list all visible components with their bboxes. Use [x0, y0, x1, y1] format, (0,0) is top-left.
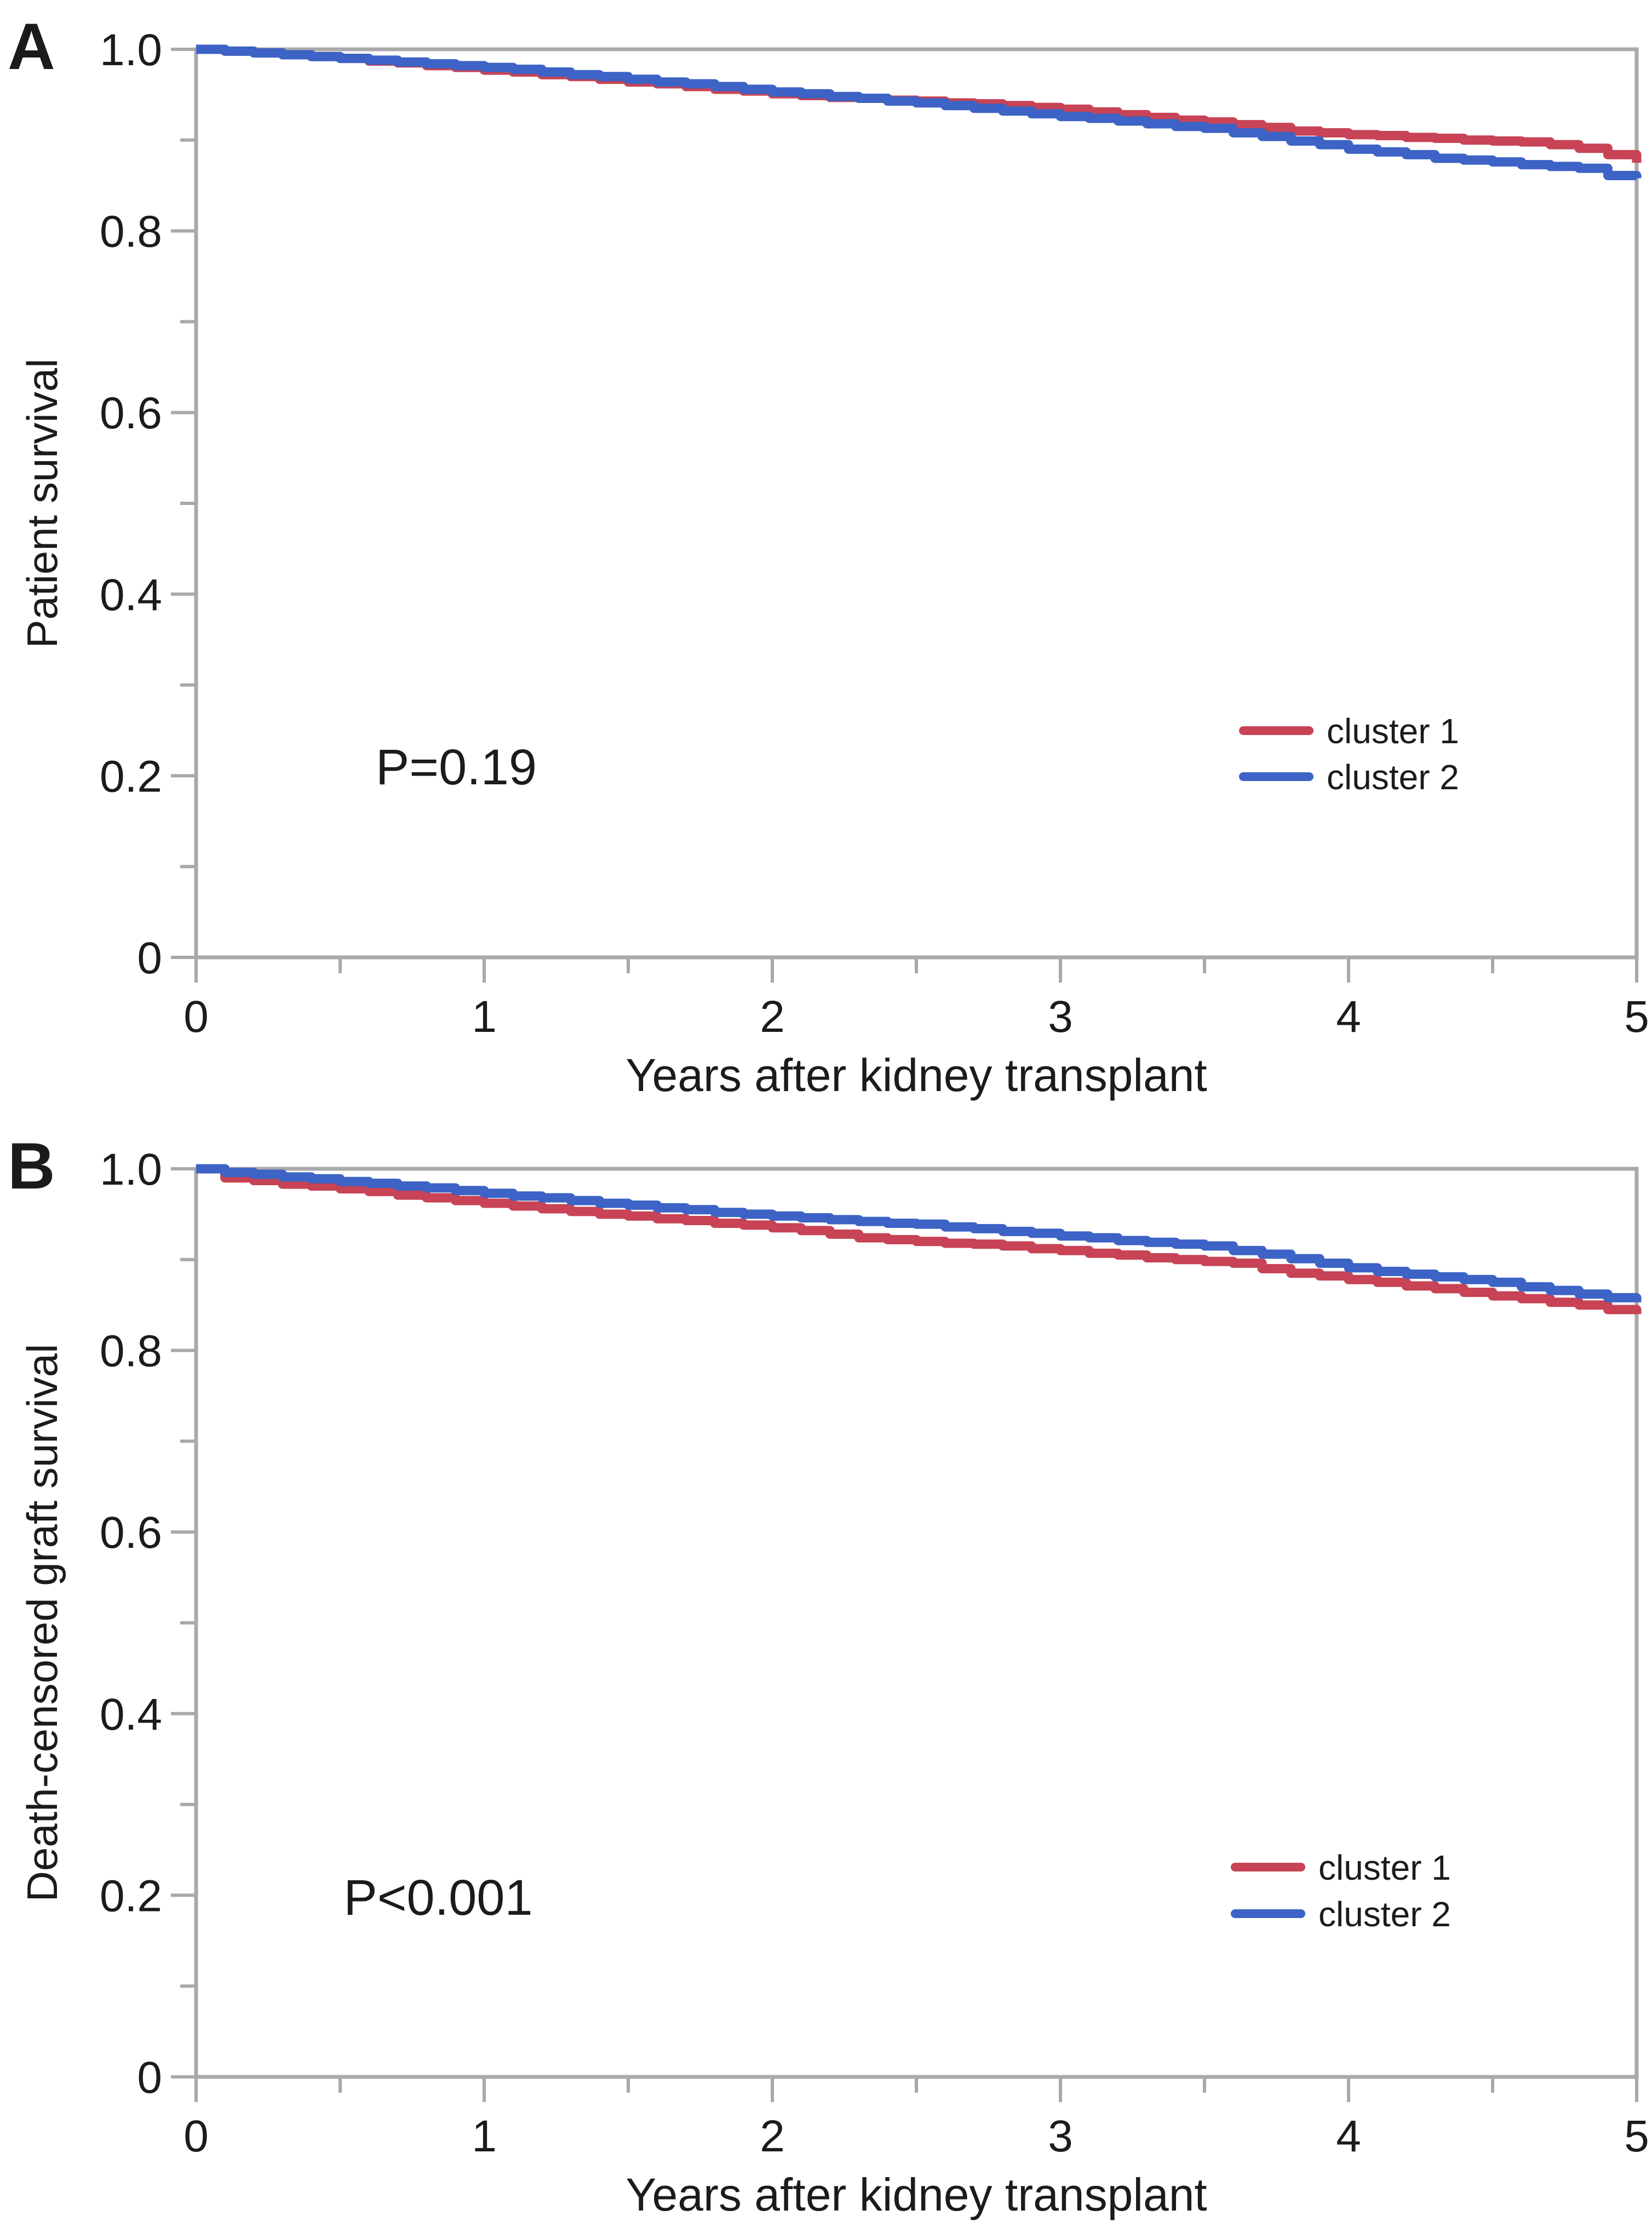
- y-axis-title: Patient survival: [18, 359, 66, 648]
- p-value-text: P=0.19: [376, 739, 537, 795]
- legend-label-cluster-2: cluster 2: [1327, 757, 1459, 797]
- p-value-text: P<0.001: [343, 1870, 532, 1926]
- x-axis-title: Years after kidney transplant: [626, 2169, 1207, 2220]
- y-tick-label: 0: [137, 2053, 162, 2103]
- panel-b-death-censored-graft-survival: 0 0.2 0.4 0.6 0.8 1.0 0 1 2 3 4 5 Years after kidney…: [0, 1120, 1652, 2239]
- y-tick-label: 0.8: [100, 1327, 162, 1376]
- y-tick-label: 0.2: [100, 751, 162, 801]
- y-axis-title: Death-censored graft survival: [18, 1344, 66, 1902]
- plot-frame: [194, 1167, 1639, 2079]
- y-tick-label: 0.2: [100, 1871, 162, 1921]
- y-tick-label: 1.0: [100, 25, 162, 75]
- plot-frame: [194, 47, 1639, 960]
- x-tick-label: 3: [1048, 2111, 1073, 2161]
- x-tick-label: 4: [1336, 992, 1361, 1042]
- x-tick-label: 3: [1048, 992, 1073, 1042]
- y-tick-label: 0.4: [100, 570, 162, 620]
- panel-a-patient-survival: 0 0.2 0.4 0.6 0.8 1.0 0 1 2 3 4 5 Years after kidney…: [8, 10, 1649, 1101]
- y-tick-label: 0.8: [100, 207, 162, 257]
- y-tick-label: 0.4: [100, 1690, 162, 1739]
- curve-cluster-1: [196, 1164, 1642, 1314]
- chart-B: 0 0.2 0.4 0.6 0.8 1.0 0 1 2 3 4 5 Years after kidney…: [8, 1129, 1649, 2220]
- x-tick-label: 1: [472, 992, 497, 1042]
- x-tick-label: 2: [760, 2111, 785, 2161]
- legend-label-cluster-2: cluster 2: [1318, 1894, 1451, 1934]
- panel-letter-B: B: [8, 1129, 55, 1203]
- x-tick-label: 0: [183, 2111, 209, 2161]
- chart-A: 0 0.2 0.4 0.6 0.8 1.0 0 1 2 3 4 5 Years after kidney…: [8, 10, 1649, 1101]
- x-axis-title: Years after kidney transplant: [626, 1049, 1207, 1101]
- y-tick-label: 0.6: [100, 1508, 162, 1558]
- x-tick-label: 5: [1624, 2111, 1649, 2161]
- curve-cluster-2: [196, 44, 1642, 180]
- curve-cluster-2: [196, 1164, 1642, 1302]
- x-tick-label: 0: [183, 992, 209, 1042]
- legend-label-cluster-1: cluster 1: [1327, 711, 1459, 751]
- x-tick-label: 2: [760, 992, 785, 1042]
- legend-label-cluster-1: cluster 1: [1318, 1848, 1451, 1887]
- x-tick-label: 4: [1336, 2111, 1361, 2161]
- y-tick-label: 0.6: [100, 388, 162, 438]
- y-tick-label: 0: [137, 933, 162, 983]
- y-tick-label: 1.0: [100, 1145, 162, 1195]
- x-tick-label: 5: [1624, 992, 1649, 1042]
- x-tick-label: 1: [472, 2111, 497, 2161]
- panel-letter-A: A: [8, 10, 55, 83]
